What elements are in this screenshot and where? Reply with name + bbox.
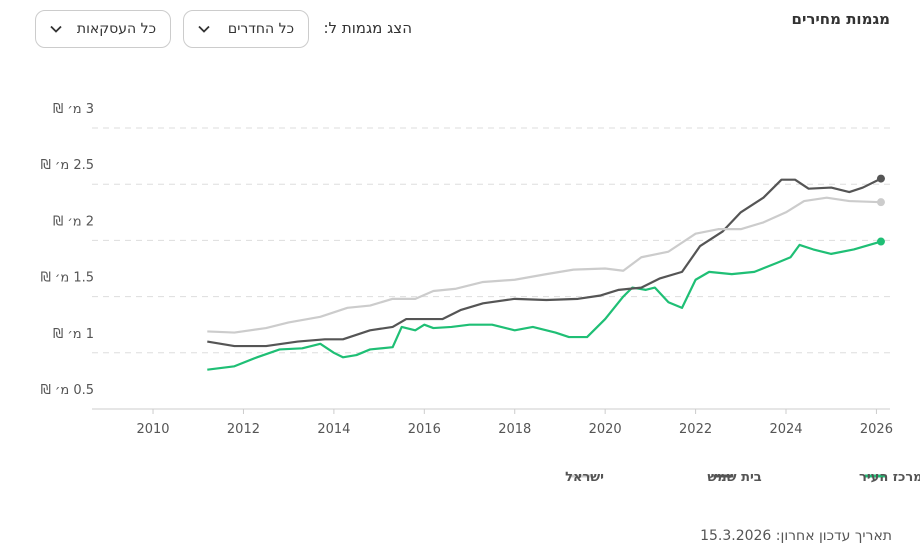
series-line [207, 196, 881, 334]
x-tick-label: 2012 [227, 422, 260, 437]
x-tick-label: 2016 [408, 422, 441, 437]
end-point [876, 237, 885, 246]
x-tick-label: 2010 [136, 422, 169, 437]
x-tick-label: 2026 [860, 422, 893, 437]
x-tick-label: 2020 [589, 422, 622, 437]
x-tick-label: 2018 [498, 422, 531, 437]
series-line [207, 177, 882, 348]
chart: 0.5 מ׳ ₪ 1 מ׳ ₪ 1.5 מ׳ ₪ 2 מ׳ ₪ 2.5 מ׳ ₪ 3 מ׳… [41, 102, 920, 485]
section-title: מגמות מחירים [791, 10, 891, 28]
filter-label: הצג מגמות ל: [323, 19, 413, 37]
series-line [207, 240, 882, 371]
chevron-icon [50, 25, 62, 33]
dropdown-text: כל העסקאות [76, 21, 156, 37]
legend-label: ישראל [565, 470, 604, 485]
y-tick-label: 0.5 מ׳ ₪ [41, 383, 94, 398]
y-tick-label: 1 מ׳ ₪ [53, 327, 94, 342]
x-tick-label: 2024 [769, 422, 802, 437]
y-tick-label: 1.5 מ׳ ₪ [41, 271, 94, 286]
chevron-icon [198, 25, 210, 33]
x-tick-label: 2022 [679, 422, 712, 437]
last-updated: תאריך עדכון אחרון: 15.3.2026 [700, 528, 892, 544]
y-tick-label: 2.5 מ׳ ₪ [41, 158, 94, 173]
rooms-dropdown[interactable]: כל החדרים [183, 10, 309, 48]
end-point [876, 198, 885, 207]
y-tick-label: 2 מ׳ ₪ [53, 214, 94, 229]
end-point [876, 174, 885, 183]
legend-label: בית שמש [707, 470, 761, 485]
legend-label: מרכז העיר [859, 470, 920, 485]
x-tick-label: 2014 [317, 422, 350, 437]
y-tick-label: 3 מ׳ ₪ [53, 102, 94, 117]
dropdown-text: כל החדרים [227, 21, 294, 37]
deals-dropdown[interactable]: כל העסקאות [35, 10, 171, 48]
